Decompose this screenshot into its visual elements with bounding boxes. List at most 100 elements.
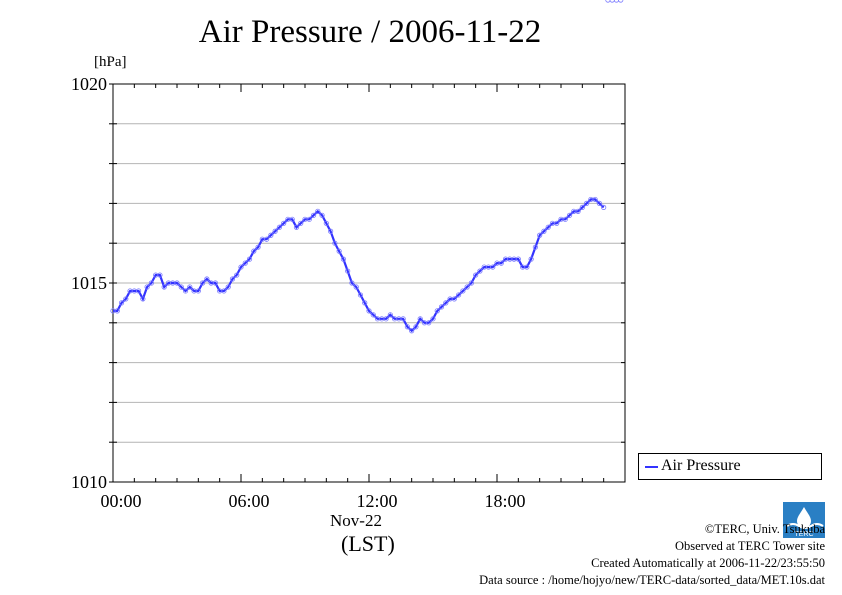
y-axis-unit: [hPa] <box>94 54 127 70</box>
copyright-text: ©TERC, Univ. Tsukuba <box>704 522 825 536</box>
data-point <box>473 272 479 278</box>
data-point <box>306 216 312 222</box>
terc-logo-icon: TERC <box>783 502 825 538</box>
data-point <box>272 228 278 234</box>
y-tick-label: 1010 <box>71 472 107 492</box>
x-tick-label: 18:00 <box>484 491 525 511</box>
data-point <box>357 292 364 298</box>
x-tick-label: 12:00 <box>356 491 397 511</box>
data-point <box>315 208 321 214</box>
data-point <box>144 284 150 290</box>
data-point <box>383 316 389 322</box>
data-point <box>605 0 611 3</box>
data-point <box>601 204 607 210</box>
data-point <box>404 324 410 330</box>
data-point <box>515 256 521 262</box>
data-point <box>387 312 393 318</box>
data-point <box>532 244 539 250</box>
data-point <box>336 248 342 254</box>
data-point <box>204 276 210 282</box>
x-axis-title: (LST) <box>341 531 395 556</box>
data-point <box>187 284 193 290</box>
observed-text: Observed at TERC Tower site <box>674 539 825 553</box>
data-point <box>251 248 257 254</box>
data-point <box>242 260 248 266</box>
data-point <box>426 320 432 326</box>
data-point <box>255 244 261 250</box>
x-axis: 00:00 06:00 12:00 18:00 <box>100 84 626 511</box>
data-point <box>451 296 457 302</box>
data-point <box>157 272 163 278</box>
data-point <box>327 228 334 234</box>
data-point <box>528 256 534 262</box>
data-point <box>323 220 329 226</box>
data-point <box>417 316 423 322</box>
data-point <box>438 304 445 310</box>
data-point <box>541 228 547 234</box>
data-point <box>554 220 560 226</box>
data-point <box>195 288 201 294</box>
data-point <box>140 296 146 302</box>
data-point <box>362 300 368 306</box>
data-point <box>537 232 543 238</box>
data-point <box>583 200 590 206</box>
data-point <box>263 236 270 242</box>
data-point <box>268 232 274 238</box>
data-point <box>455 292 462 298</box>
data-point <box>161 284 167 290</box>
credits-block: ©TERC, Univ. Tsukuba Observed at TERC To… <box>479 521 825 589</box>
data-point <box>289 216 295 222</box>
data-point <box>332 240 338 246</box>
data-point <box>524 264 530 270</box>
data-point <box>229 276 236 282</box>
y-tick-label: 1020 <box>71 74 107 94</box>
series-line <box>113 198 605 333</box>
data-point <box>566 212 573 218</box>
data-point <box>400 316 406 322</box>
data-point <box>148 280 154 286</box>
data-point <box>345 268 351 274</box>
data-point <box>596 200 603 206</box>
data-point <box>579 204 585 210</box>
legend: Air Pressure <box>638 453 822 480</box>
data-point <box>118 300 125 306</box>
data-point <box>592 196 598 203</box>
data-point <box>468 280 474 286</box>
data-point <box>349 280 355 286</box>
data-point <box>319 212 325 218</box>
data-point <box>174 280 180 286</box>
data-point <box>136 288 142 294</box>
data-point <box>366 308 372 314</box>
legend-swatch <box>645 466 658 468</box>
data-point <box>340 256 346 262</box>
grid-lines <box>113 123 625 443</box>
data-point <box>562 216 568 222</box>
logo-text: TERC <box>794 531 813 538</box>
data-point <box>114 308 120 314</box>
data-point <box>490 264 496 270</box>
data-point <box>443 300 449 306</box>
data-point <box>212 280 218 286</box>
data-point <box>498 260 504 266</box>
data-point <box>225 284 231 290</box>
created-text: Created Automatically at 2006-11-22/23:5… <box>591 556 825 570</box>
x-tick-label: 06:00 <box>228 491 269 511</box>
y-axis: 1010 1015 1020 <box>71 74 625 492</box>
data-point <box>353 284 359 290</box>
y-tick-label: 1015 <box>71 273 107 293</box>
data-point <box>609 0 615 3</box>
data-point <box>310 212 317 218</box>
data-point <box>430 316 436 322</box>
data-point <box>281 220 287 226</box>
chart-title: Air Pressure / 2006-11-22 <box>198 14 542 50</box>
data-point <box>434 308 440 314</box>
x-axis-date-label: Nov-22 <box>330 511 382 530</box>
data-point <box>298 220 304 226</box>
data-point <box>238 264 244 270</box>
data-point <box>413 324 419 330</box>
data-point <box>234 272 240 278</box>
series-air-pressure <box>110 0 624 334</box>
legend-label: Air Pressure <box>661 457 741 474</box>
data-point <box>293 224 300 230</box>
